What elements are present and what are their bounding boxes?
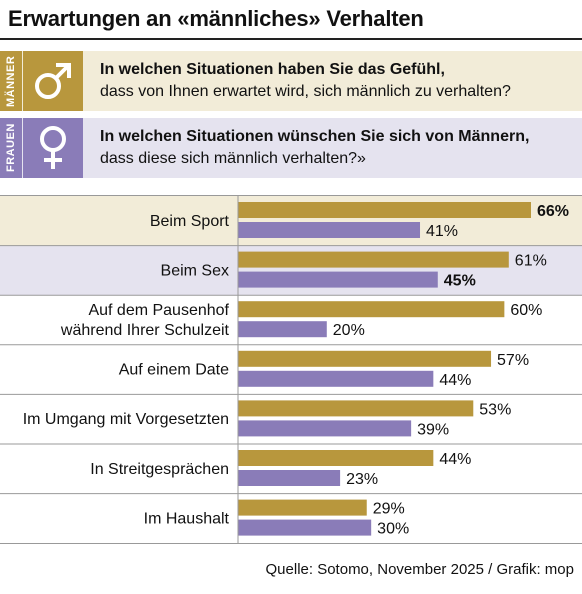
value-label: 29% (373, 501, 405, 518)
value-label: 45% (444, 273, 476, 290)
value-label: 57% (497, 352, 529, 369)
men-icon-box (23, 51, 83, 111)
category-label: Beim Sex (161, 262, 229, 279)
chart-top-divider (0, 195, 582, 196)
legend-men-panel: MÄNNER In welchen Situationen haben Sie … (0, 51, 582, 111)
men-question-bold: In welchen Situationen haben Sie das Gef… (100, 61, 445, 78)
women-question-regular: dass diese sich männlich verhalten?» (100, 150, 366, 167)
bar (238, 251, 509, 268)
women-icon-box (23, 118, 83, 178)
bar (238, 321, 327, 338)
bar (238, 450, 434, 466)
value-label: 53% (479, 401, 511, 418)
male-symbol-icon (35, 63, 71, 99)
legend-women-panel: FRAUEN In welchen Situationen wünschen S… (0, 118, 582, 178)
bar (238, 222, 421, 238)
value-label: 44% (439, 372, 471, 389)
value-label: 61% (515, 253, 547, 270)
women-question-bold: In welchen Situationen wünschen Sie sich… (100, 128, 530, 145)
title-divider (0, 38, 582, 40)
bar (238, 519, 372, 536)
bar (238, 202, 531, 218)
value-label: 23% (346, 471, 378, 488)
source-credit: Quelle: Sotomo, November 2025 / Grafik: … (265, 561, 574, 578)
value-label: 20% (333, 322, 365, 339)
men-question: In welchen Situationen haben Sie das Gef… (100, 59, 575, 103)
category-label: Beim Sport (150, 213, 230, 230)
bar (238, 420, 412, 437)
bar (238, 470, 341, 486)
value-label: 44% (439, 451, 471, 468)
value-label: 39% (417, 421, 449, 438)
value-label: 30% (377, 521, 409, 538)
category-label: während Ihrer Schulzeit (60, 322, 230, 339)
category-label: Im Haushalt (144, 510, 230, 527)
bar (238, 301, 505, 318)
bar (238, 370, 434, 387)
value-label: 66% (537, 203, 569, 220)
category-label: Auf dem Pausenhof (88, 302, 229, 319)
bar (238, 271, 438, 288)
chart-bottom-divider (0, 543, 582, 544)
category-label: In Streitgesprächen (90, 461, 229, 478)
women-question: In welchen Situationen wünschen Sie sich… (100, 126, 575, 170)
bar (238, 400, 474, 417)
men-question-regular: dass von Ihnen erwartet wird, sich männl… (100, 83, 511, 100)
female-symbol-icon (40, 126, 66, 169)
value-label: 41% (426, 223, 458, 240)
category-label: Auf einem Date (119, 362, 229, 379)
bar (238, 499, 367, 516)
category-label: Im Umgang mit Vorgesetzten (23, 411, 229, 428)
chart-title: Erwartungen an «männliches» Verhalten (8, 6, 424, 31)
bar (238, 350, 492, 367)
value-label: 60% (510, 302, 542, 319)
